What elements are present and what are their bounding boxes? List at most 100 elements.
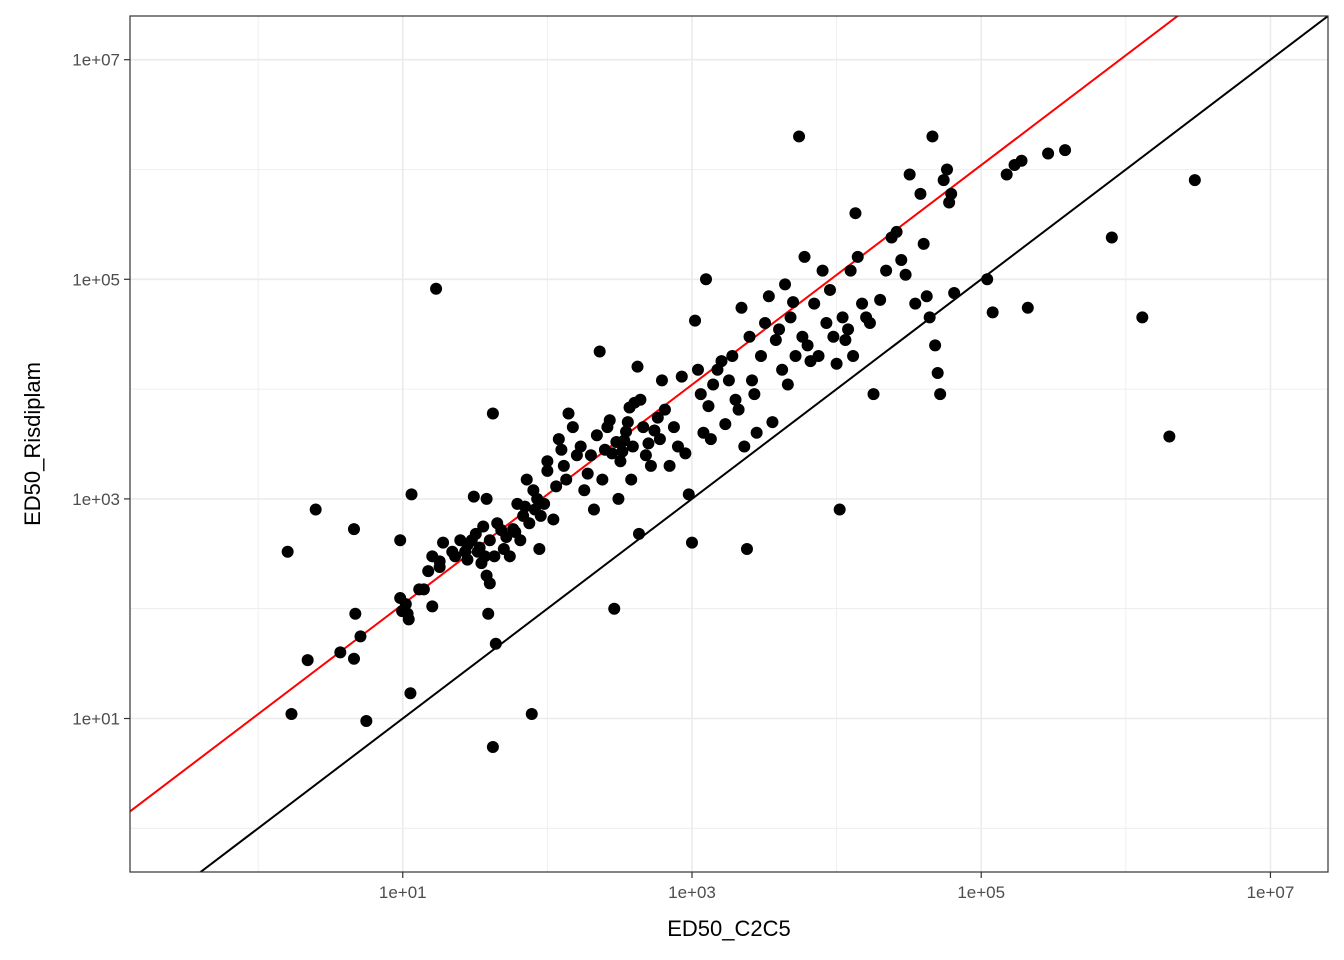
data-point xyxy=(691,363,704,376)
data-point xyxy=(722,374,735,387)
data-point xyxy=(566,421,579,434)
data-point xyxy=(469,527,482,540)
data-point xyxy=(931,367,944,380)
data-point xyxy=(584,449,597,462)
data-point xyxy=(934,388,947,401)
data-point xyxy=(754,350,767,363)
data-point xyxy=(514,534,527,547)
data-point xyxy=(541,455,554,468)
data-point xyxy=(618,434,631,447)
data-point xyxy=(655,374,668,387)
data-point xyxy=(449,550,462,563)
data-point xyxy=(637,421,650,434)
data-point xyxy=(986,306,999,319)
data-point xyxy=(334,646,347,659)
data-point xyxy=(682,488,695,501)
data-point xyxy=(1188,174,1201,187)
y-tick-label: 1e+05 xyxy=(72,270,120,289)
data-point xyxy=(719,418,732,431)
data-point xyxy=(823,283,836,296)
data-point xyxy=(489,637,502,650)
data-point xyxy=(945,187,958,200)
data-point xyxy=(467,490,480,503)
grid-minor xyxy=(130,16,1328,872)
data-point xyxy=(461,553,474,566)
data-point xyxy=(626,440,639,453)
data-point xyxy=(1015,154,1028,167)
data-point xyxy=(880,264,893,277)
data-point xyxy=(726,350,739,363)
data-point xyxy=(349,607,362,620)
data-point xyxy=(483,534,496,547)
data-point xyxy=(480,492,493,505)
data-point xyxy=(632,527,645,540)
data-point xyxy=(833,503,846,516)
y-tick-label: 1e+01 xyxy=(72,710,120,729)
data-point xyxy=(483,577,496,590)
data-point xyxy=(836,311,849,324)
data-point xyxy=(612,492,625,505)
data-point xyxy=(926,130,939,143)
data-point xyxy=(789,350,802,363)
data-point xyxy=(525,707,538,720)
data-point xyxy=(478,550,491,563)
data-point xyxy=(895,253,908,266)
data-point xyxy=(616,445,629,458)
data-point xyxy=(779,278,792,291)
data-point xyxy=(486,741,499,754)
data-point xyxy=(634,393,647,406)
data-point xyxy=(417,583,430,596)
data-point xyxy=(732,403,745,416)
data-point xyxy=(541,464,554,477)
data-point xyxy=(776,363,789,376)
data-point xyxy=(663,459,676,472)
data-points xyxy=(281,130,1201,754)
x-axis-ticks: 1e+01 1e+03 1e+05 1e+07 xyxy=(379,872,1294,902)
x-tick-label: 1e+01 xyxy=(379,883,427,902)
data-point xyxy=(347,652,360,665)
data-point xyxy=(948,287,961,300)
data-point xyxy=(856,297,869,310)
data-point xyxy=(433,555,446,568)
y-axis-ticks: 1e+01 1e+03 1e+05 1e+07 xyxy=(72,51,130,729)
data-point xyxy=(740,542,753,555)
data-point xyxy=(578,484,591,497)
data-point xyxy=(694,388,707,401)
data-point xyxy=(399,598,412,611)
data-point xyxy=(426,600,439,613)
data-point xyxy=(639,449,652,462)
data-point xyxy=(422,565,435,578)
data-point xyxy=(603,414,616,427)
data-point xyxy=(477,520,490,533)
data-point xyxy=(534,509,547,522)
data-point xyxy=(941,163,954,176)
data-point xyxy=(473,541,486,554)
data-point xyxy=(523,517,536,530)
data-point xyxy=(614,455,627,468)
data-point xyxy=(743,330,756,343)
data-point xyxy=(1042,147,1055,160)
data-point xyxy=(533,542,546,555)
data-point xyxy=(1000,168,1013,181)
data-point xyxy=(920,290,933,303)
data-point xyxy=(827,330,840,343)
data-point xyxy=(658,403,671,416)
data-point xyxy=(648,424,661,437)
data-point xyxy=(937,174,950,187)
data-point xyxy=(593,345,606,358)
data-point xyxy=(354,630,367,643)
data-point xyxy=(801,339,814,352)
data-point xyxy=(899,268,912,281)
fit-line xyxy=(130,16,1180,813)
data-point xyxy=(520,473,533,486)
grid-major xyxy=(130,16,1328,872)
data-point xyxy=(402,613,415,626)
data-point xyxy=(863,316,876,329)
data-point xyxy=(574,440,587,453)
data-point xyxy=(812,350,825,363)
data-point xyxy=(700,273,713,286)
data-point xyxy=(552,433,565,446)
data-point xyxy=(587,503,600,516)
x-tick-label: 1e+03 xyxy=(668,883,716,902)
